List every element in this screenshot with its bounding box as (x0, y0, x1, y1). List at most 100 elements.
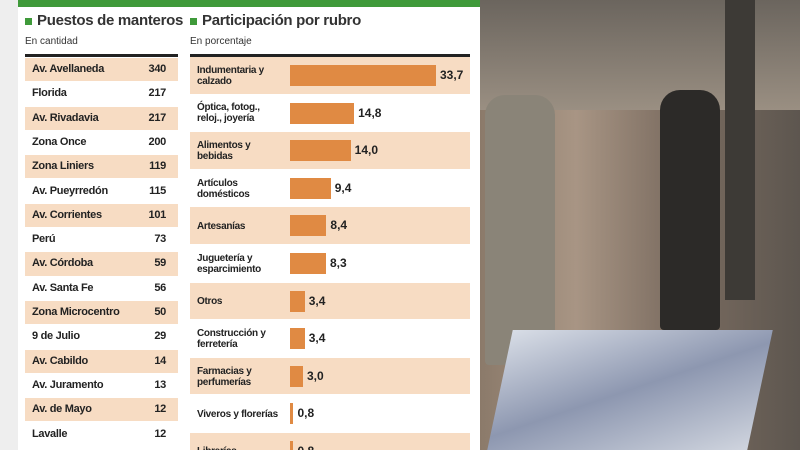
bar (290, 253, 326, 274)
list-title: Puestos de manteros (25, 12, 183, 29)
row-value: 101 (148, 208, 167, 221)
category-label: Otros (197, 295, 223, 307)
row-band (25, 228, 178, 252)
row-band (25, 203, 178, 228)
bar (290, 365, 303, 387)
row-label: Av. Rivadavia (32, 111, 99, 124)
photo (480, 0, 800, 450)
value-label: 9,4 (334, 180, 352, 195)
row-label: Av. de Mayo (32, 403, 92, 416)
row-band (25, 130, 178, 155)
value-label: 0,8 (297, 406, 315, 421)
category-label: Artesanías (197, 220, 246, 232)
row-label: Av. Cabildo (32, 354, 88, 367)
row-band (25, 106, 178, 130)
row-band (25, 252, 178, 276)
row-label: Zona Liniers (32, 160, 94, 173)
row-band (190, 207, 470, 244)
row-value: 12 (154, 403, 166, 416)
category-label: Alimentos y bebidas (197, 139, 251, 162)
row-band (25, 373, 178, 398)
category-label: Artículos domésticos (197, 177, 250, 200)
bar (290, 102, 355, 124)
row-band (25, 58, 178, 82)
row-value: 73 (154, 233, 166, 246)
row-band (25, 276, 178, 300)
row-value: 50 (154, 306, 166, 318)
row-label: Av. Pueyrredón (32, 184, 108, 197)
value-label: 3,4 (308, 293, 326, 308)
category-label: Juguetería y esparcimiento (197, 252, 261, 275)
category-label: Librerías (197, 433, 283, 450)
row-band (190, 395, 470, 432)
row-value: 56 (154, 281, 166, 294)
value-label: 3,4 (308, 331, 326, 346)
rule (25, 54, 178, 57)
row-label: Zona Once (32, 135, 87, 148)
row-band (25, 325, 178, 349)
row-band (190, 245, 470, 282)
value-label: 14,8 (358, 105, 382, 120)
row-label: Av. Juramento (32, 378, 104, 391)
row-label: Zona Microcentro (32, 306, 120, 318)
list-subtitle: En cantidad (25, 36, 78, 47)
category-label: Óptica, fotog., reloj., joyería (197, 102, 260, 125)
category-label: Farmacias y perfumerías (197, 365, 252, 388)
value-label: 14,0 (354, 143, 378, 158)
bar (290, 290, 305, 312)
bar (290, 140, 351, 162)
row-value: 217 (148, 87, 167, 100)
row-label: Av. Santa Fe (32, 281, 94, 294)
bar (290, 177, 331, 199)
row-band (190, 433, 470, 450)
rule (190, 54, 470, 57)
photo-vendor (660, 90, 720, 330)
bar-title: Participación por rubro (190, 12, 361, 29)
row-value: 59 (154, 257, 166, 270)
row-band (190, 357, 470, 395)
row-band (190, 282, 470, 320)
photo-column (725, 0, 755, 300)
value-label: 0,8 (297, 444, 314, 450)
row-label: Perú (32, 233, 56, 246)
row-value: 119 (149, 160, 166, 173)
row-value: 29 (154, 330, 166, 343)
row-value: 200 (148, 135, 167, 148)
bar (290, 65, 436, 86)
row-label: Florida (32, 87, 67, 100)
row-band (25, 398, 178, 422)
header-band (0, 0, 485, 7)
row-label: Av. Corrientes (32, 208, 102, 221)
row-label: 9 de Julio (32, 330, 80, 343)
value-label: 8,3 (329, 256, 347, 270)
bar (290, 441, 294, 450)
bar (290, 403, 294, 425)
value-label: 3,0 (306, 368, 324, 383)
row-band (25, 422, 178, 446)
row-label: Av. Avellaneda (32, 63, 105, 75)
left-margin (0, 0, 18, 450)
value-label: 33,7 (440, 68, 464, 82)
row-label: Lavalle (32, 427, 68, 440)
category-label: Viveros y florerías (197, 408, 278, 420)
row-value: 217 (148, 111, 167, 124)
bar (290, 215, 327, 237)
photo-goods (487, 330, 773, 450)
row-value: 340 (148, 63, 167, 75)
row-label: Av. Córdoba (32, 257, 93, 270)
value-label: 8,4 (330, 218, 348, 233)
row-value: 12 (154, 427, 166, 440)
row-band (25, 179, 178, 203)
bar-subtitle: En porcentaje (190, 36, 252, 47)
category-label: Construcción y ferretería (197, 327, 266, 350)
row-value: 115 (149, 184, 166, 197)
photo-man (485, 95, 555, 365)
row-band (25, 155, 178, 179)
row-band (25, 301, 178, 325)
category-label: Indumentaria y calzado (197, 64, 264, 87)
row-value: 14 (154, 354, 166, 367)
row-band (25, 349, 178, 373)
bar (290, 328, 305, 350)
row-band (25, 82, 178, 106)
